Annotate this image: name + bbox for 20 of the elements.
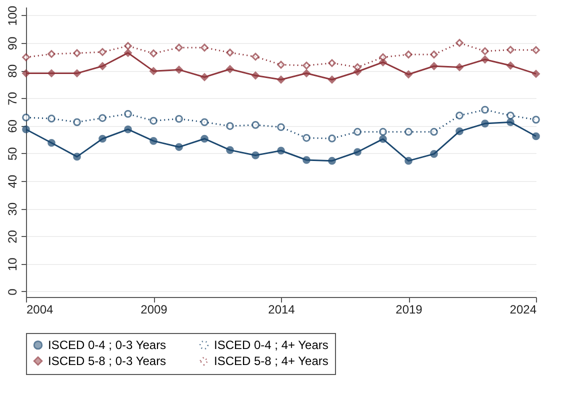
x-tick-label: 2009 <box>140 302 168 316</box>
legend-label: ISCED 5-8 ; 4+ Years <box>214 354 328 368</box>
y-tick-label: 80 <box>6 64 20 78</box>
y-tick-label: 30 <box>6 202 20 216</box>
y-tick-label: 60 <box>6 119 20 133</box>
y-tick-label: 70 <box>6 92 20 106</box>
legend-label: ISCED 0-4 ; 0-3 Years <box>48 338 166 352</box>
x-tick-label: 2024 <box>510 302 537 316</box>
y-tick-label: 100 <box>6 5 20 26</box>
legend-label: ISCED 5-8 ; 0-3 Years <box>48 354 166 368</box>
x-tick-label: 2014 <box>268 302 296 316</box>
y-tick-label: 0 <box>6 288 20 296</box>
y-tick-label: 10 <box>6 257 20 272</box>
x-tick-label: 2004 <box>26 302 54 316</box>
x-tick-label: 2019 <box>396 302 423 316</box>
legend-label: ISCED 0-4 ; 4+ Years <box>214 338 328 352</box>
y-tick-label: 20 <box>6 230 20 244</box>
y-tick-label: 50 <box>6 146 20 161</box>
y-tick-label: 90 <box>6 36 20 50</box>
y-tick-label: 40 <box>6 174 20 188</box>
